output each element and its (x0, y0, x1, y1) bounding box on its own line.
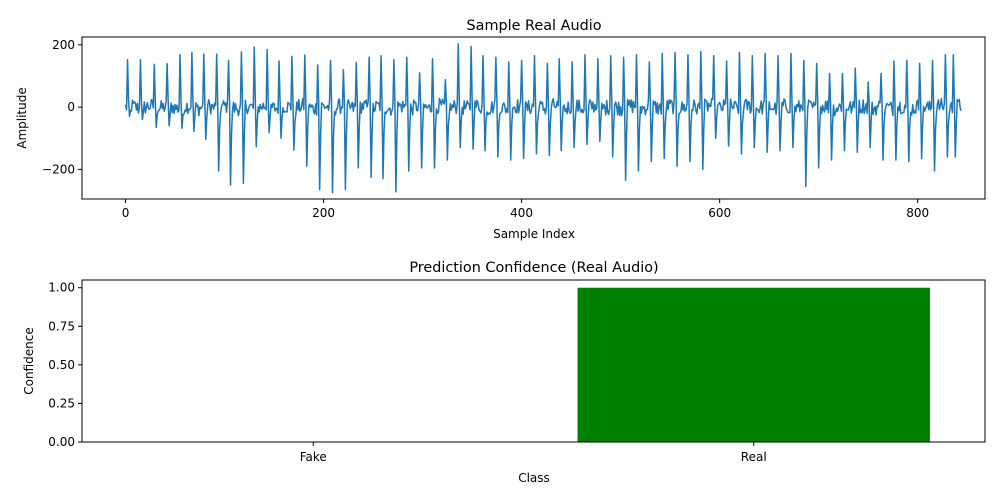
waveform-y-ticks: −200 0 200 (42, 38, 82, 176)
confidence-chart: Prediction Confidence (Real Audio) Fake R… (22, 260, 986, 485)
waveform-y-tick-label: 200 (52, 38, 75, 52)
confidence-y-tick-label: 0.25 (48, 396, 75, 410)
confidence-y-tick-label: 0.00 (48, 435, 75, 449)
waveform-x-tick-label: 600 (708, 206, 731, 220)
waveform-x-ticks: 0 200 400 600 800 (122, 199, 929, 220)
confidence-y-ticks: 0.00 0.25 0.50 0.75 1.00 (48, 281, 82, 449)
waveform-y-axis-label: Amplitude (15, 87, 29, 149)
waveform-axes-frame (81, 36, 986, 200)
confidence-y-tick-label: 0.75 (48, 319, 75, 333)
confidence-y-tick-label: 1.00 (48, 281, 75, 295)
confidence-y-axis-label: Confidence (22, 327, 36, 394)
confidence-x-ticks: Fake Real (300, 442, 767, 464)
confidence-bar-real (577, 287, 930, 442)
confidence-x-axis-label: Class (518, 471, 550, 485)
waveform-x-tick-label: 400 (510, 206, 533, 220)
waveform-x-tick-label: 0 (122, 206, 130, 220)
waveform-plot-area (124, 43, 962, 194)
waveform-x-axis-label: Sample Index (493, 227, 575, 241)
waveform-y-tick-label: 0 (67, 100, 75, 114)
waveform-chart-title: Sample Real Audio (466, 18, 601, 34)
waveform-series-line (124, 43, 962, 194)
confidence-chart-title: Prediction Confidence (Real Audio) (409, 260, 658, 276)
waveform-chart: Sample Real Audio 0 200 400 600 800 −200 0 200… (15, 18, 986, 241)
confidence-y-tick-label: 0.50 (48, 358, 75, 372)
confidence-plot-area (577, 287, 930, 442)
confidence-axes-frame (81, 279, 986, 443)
waveform-x-tick-label: 800 (906, 206, 929, 220)
confidence-x-tick-label: Real (741, 450, 767, 464)
waveform-x-tick-label: 200 (312, 206, 335, 220)
waveform-y-tick-label: −200 (42, 162, 75, 176)
confidence-x-tick-label: Fake (300, 450, 327, 464)
